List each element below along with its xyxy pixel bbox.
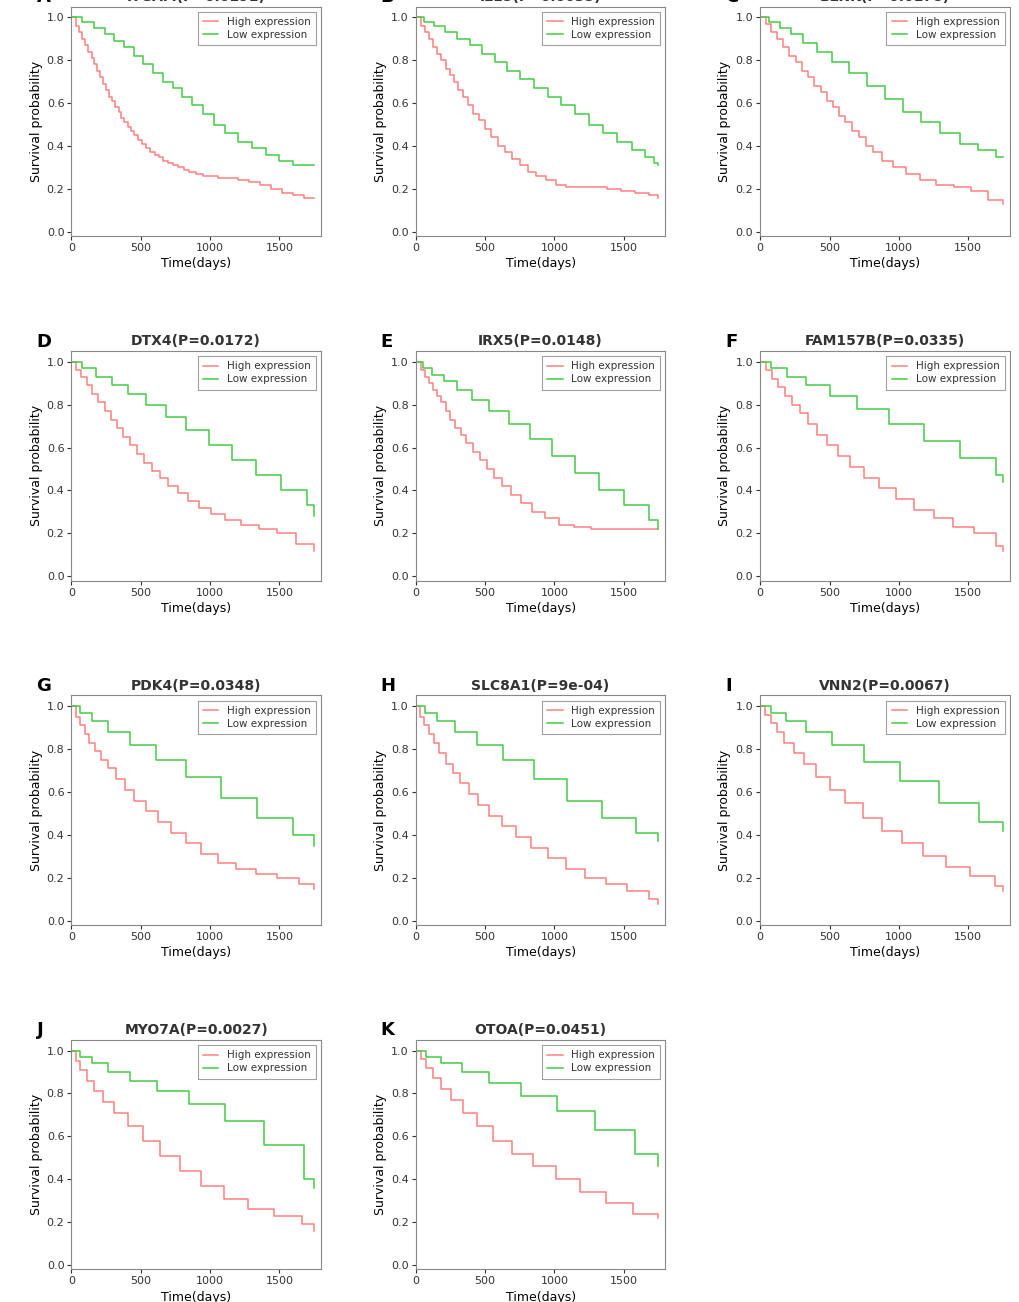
Text: H: H	[380, 677, 395, 695]
Title: IRX5(P=0.0148): IRX5(P=0.0148)	[478, 335, 602, 349]
X-axis label: Time(days): Time(days)	[849, 947, 919, 960]
Text: C: C	[725, 0, 738, 7]
Title: IL15(P=0.0035): IL15(P=0.0035)	[479, 0, 601, 4]
Y-axis label: Survival probability: Survival probability	[30, 61, 43, 182]
Y-axis label: Survival probability: Survival probability	[374, 405, 386, 526]
Text: F: F	[725, 332, 737, 350]
Y-axis label: Survival probability: Survival probability	[374, 1094, 386, 1215]
Y-axis label: Survival probability: Survival probability	[30, 1094, 43, 1215]
Text: K: K	[380, 1022, 394, 1039]
Legend: High expression, Low expression: High expression, Low expression	[541, 700, 659, 734]
X-axis label: Time(days): Time(days)	[505, 258, 575, 271]
X-axis label: Time(days): Time(days)	[505, 1290, 575, 1302]
Legend: High expression, Low expression: High expression, Low expression	[198, 357, 316, 389]
Title: VNN2(P=0.0067): VNN2(P=0.0067)	[818, 678, 950, 693]
Text: B: B	[380, 0, 394, 7]
X-axis label: Time(days): Time(days)	[161, 602, 231, 615]
Legend: High expression, Low expression: High expression, Low expression	[198, 1046, 316, 1078]
X-axis label: Time(days): Time(days)	[161, 947, 231, 960]
Y-axis label: Survival probability: Survival probability	[374, 750, 386, 871]
Text: J: J	[37, 1022, 43, 1039]
Title: MYO7A(P=0.0027): MYO7A(P=0.0027)	[124, 1023, 268, 1038]
Title: SLC8A1(P=9e-04): SLC8A1(P=9e-04)	[471, 678, 609, 693]
Title: DTX4(P=0.0172): DTX4(P=0.0172)	[131, 335, 261, 349]
Text: I: I	[725, 677, 732, 695]
Y-axis label: Survival probability: Survival probability	[717, 61, 731, 182]
Y-axis label: Survival probability: Survival probability	[717, 750, 731, 871]
Text: D: D	[37, 332, 51, 350]
Y-axis label: Survival probability: Survival probability	[30, 750, 43, 871]
Legend: High expression, Low expression: High expression, Low expression	[541, 1046, 659, 1078]
Text: E: E	[380, 332, 392, 350]
Y-axis label: Survival probability: Survival probability	[717, 405, 731, 526]
X-axis label: Time(days): Time(days)	[849, 602, 919, 615]
Legend: High expression, Low expression: High expression, Low expression	[198, 700, 316, 734]
Legend: High expression, Low expression: High expression, Low expression	[886, 357, 1004, 389]
Legend: High expression, Low expression: High expression, Low expression	[886, 700, 1004, 734]
X-axis label: Time(days): Time(days)	[849, 258, 919, 271]
Title: ITGAM(P=0.0191): ITGAM(P=0.0191)	[126, 0, 265, 4]
Y-axis label: Survival probability: Survival probability	[30, 405, 43, 526]
Title: PDK4(P=0.0348): PDK4(P=0.0348)	[130, 678, 261, 693]
Text: G: G	[37, 677, 51, 695]
Text: A: A	[37, 0, 50, 7]
Legend: High expression, Low expression: High expression, Low expression	[886, 12, 1004, 46]
Legend: High expression, Low expression: High expression, Low expression	[541, 12, 659, 46]
X-axis label: Time(days): Time(days)	[161, 258, 231, 271]
Title: BLNK(P=0.0178): BLNK(P=0.0178)	[819, 0, 949, 4]
Legend: High expression, Low expression: High expression, Low expression	[198, 12, 316, 46]
X-axis label: Time(days): Time(days)	[505, 947, 575, 960]
Y-axis label: Survival probability: Survival probability	[374, 61, 386, 182]
Title: OTOA(P=0.0451): OTOA(P=0.0451)	[474, 1023, 606, 1038]
X-axis label: Time(days): Time(days)	[161, 1290, 231, 1302]
Title: FAM157B(P=0.0335): FAM157B(P=0.0335)	[804, 335, 964, 349]
Legend: High expression, Low expression: High expression, Low expression	[541, 357, 659, 389]
X-axis label: Time(days): Time(days)	[505, 602, 575, 615]
